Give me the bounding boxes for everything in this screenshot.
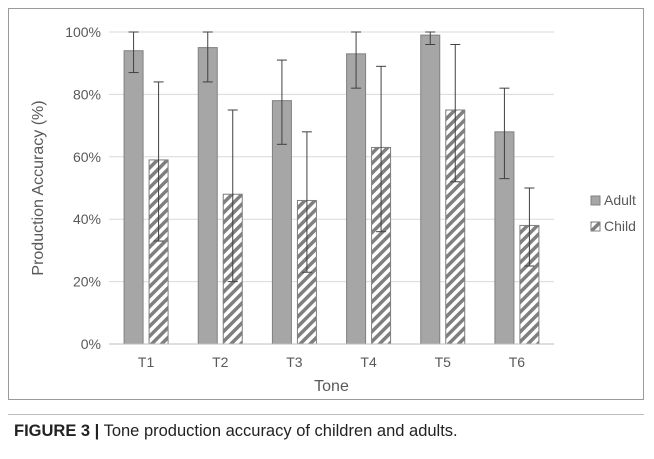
adult-bar (197, 47, 218, 345)
x-tick-label: T6 (509, 354, 526, 370)
x-axis-ticks: T1 T2 T3 T4 T5 T6 (138, 354, 525, 370)
bar-chart: 0% 20% 40% 60% 80% 100% T1 T2 T3 T4 T5 T6 Tone Pro… (30, 24, 636, 395)
adult-bar (123, 50, 144, 345)
figure-caption-text: Tone production accuracy of children and… (99, 422, 458, 440)
chart-frame: 0% 20% 40% 60% 80% 100% T1 T2 T3 T4 T5 T6 Tone Pro… (8, 8, 644, 400)
y-axis-ticks: 0% 20% 40% 60% 80% 100% (65, 24, 101, 352)
y-tick-label: 40% (73, 211, 101, 227)
child-legend-swatch (590, 221, 601, 232)
x-tick-label: T2 (212, 354, 229, 370)
x-tick-label: T1 (138, 354, 155, 370)
y-tick-label: 80% (73, 86, 101, 102)
child-legend-label: Child (604, 218, 636, 234)
error-bars (128, 31, 535, 283)
adult-bar (346, 53, 367, 345)
adult-legend-swatch (590, 195, 601, 206)
bars (123, 34, 540, 345)
adult-bar (420, 34, 441, 345)
caption-divider (8, 414, 644, 415)
adult-legend-label: Adult (604, 192, 636, 208)
figure-caption: FIGURE 3 | Tone production accuracy of c… (14, 422, 458, 441)
x-axis-title: Tone (314, 378, 349, 395)
figure-label: FIGURE 3 | (14, 422, 100, 440)
y-axis-title: Production Accuracy (%) (30, 100, 47, 275)
y-tick-label: 60% (73, 149, 101, 165)
y-tick-label: 0% (81, 336, 101, 352)
legend: Adult Child (590, 192, 636, 234)
x-tick-label: T4 (360, 354, 377, 370)
y-tick-label: 20% (73, 274, 101, 290)
gridlines (109, 31, 554, 283)
y-tick-label: 100% (65, 24, 101, 40)
x-tick-label: T5 (435, 354, 452, 370)
x-tick-label: T3 (286, 354, 303, 370)
